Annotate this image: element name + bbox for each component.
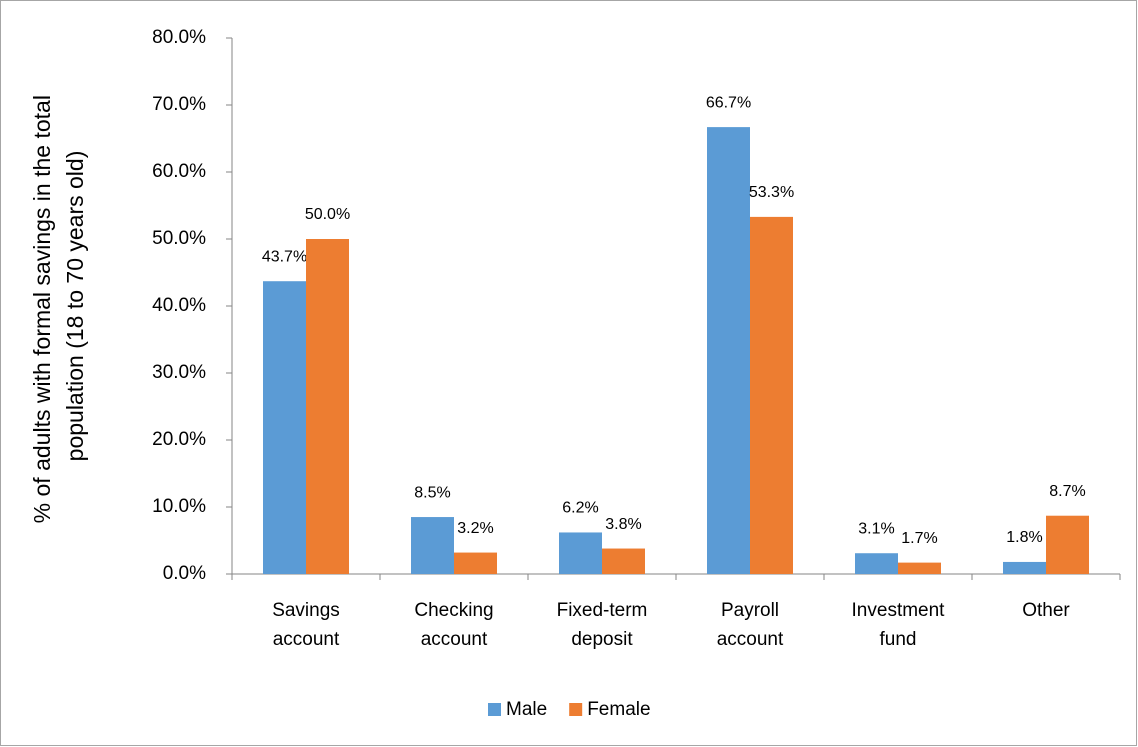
x-tick-label: Other (1022, 600, 1070, 621)
y-tick-label: 0.0% (163, 563, 206, 584)
data-label: 3.1% (858, 520, 894, 537)
bar (263, 281, 306, 574)
legend-swatch (488, 703, 501, 716)
y-tick-label: 70.0% (152, 94, 206, 115)
data-label: 6.2% (562, 500, 598, 517)
y-tick-label: 60.0% (152, 161, 206, 182)
bar (1046, 515, 1089, 574)
y-tick-label: 50.0% (152, 228, 206, 249)
bar (306, 239, 349, 574)
y-tick-label: 80.0% (152, 27, 206, 48)
bar (559, 532, 602, 574)
data-label: 8.7% (1049, 483, 1085, 500)
bar (411, 517, 454, 574)
y-axis-title-line: % of adults with formal savings in the t… (29, 95, 55, 523)
x-tick-label: Fixed-term deposit (556, 600, 648, 650)
legend-swatch (569, 703, 583, 716)
bar (454, 552, 497, 574)
data-label: 50.0% (305, 206, 350, 223)
data-label: 3.2% (457, 520, 493, 537)
data-label: 3.8% (605, 516, 641, 533)
y-axis-title: % of adults with formal savings in the t… (29, 89, 88, 524)
bar (602, 548, 645, 574)
data-label: 66.7% (706, 94, 751, 111)
bar (898, 562, 941, 574)
bar (855, 553, 898, 574)
y-tick-label: 10.0% (152, 496, 206, 517)
y-axis-title-line: population (18 to 70 years old) (62, 151, 88, 462)
x-tick-label: Investment fund (851, 600, 945, 650)
bar (750, 216, 793, 574)
legend-label: Male (506, 699, 547, 720)
data-label: 53.3% (749, 184, 794, 201)
y-tick-label: 20.0% (152, 429, 206, 450)
y-tick-label: 40.0% (152, 295, 206, 316)
data-label: 1.8% (1006, 529, 1042, 546)
bar (1003, 561, 1046, 574)
legend-label: Female (587, 699, 650, 720)
data-label: 43.7% (262, 248, 307, 265)
data-label: 8.5% (414, 484, 450, 501)
data-label: 1.7% (901, 530, 937, 547)
x-tick-label: Payroll account (716, 600, 784, 650)
bar (707, 127, 750, 575)
x-tick-label: Checking account (414, 600, 494, 650)
x-tick-label: Savings account (272, 600, 340, 650)
y-tick-label: 30.0% (152, 362, 206, 383)
